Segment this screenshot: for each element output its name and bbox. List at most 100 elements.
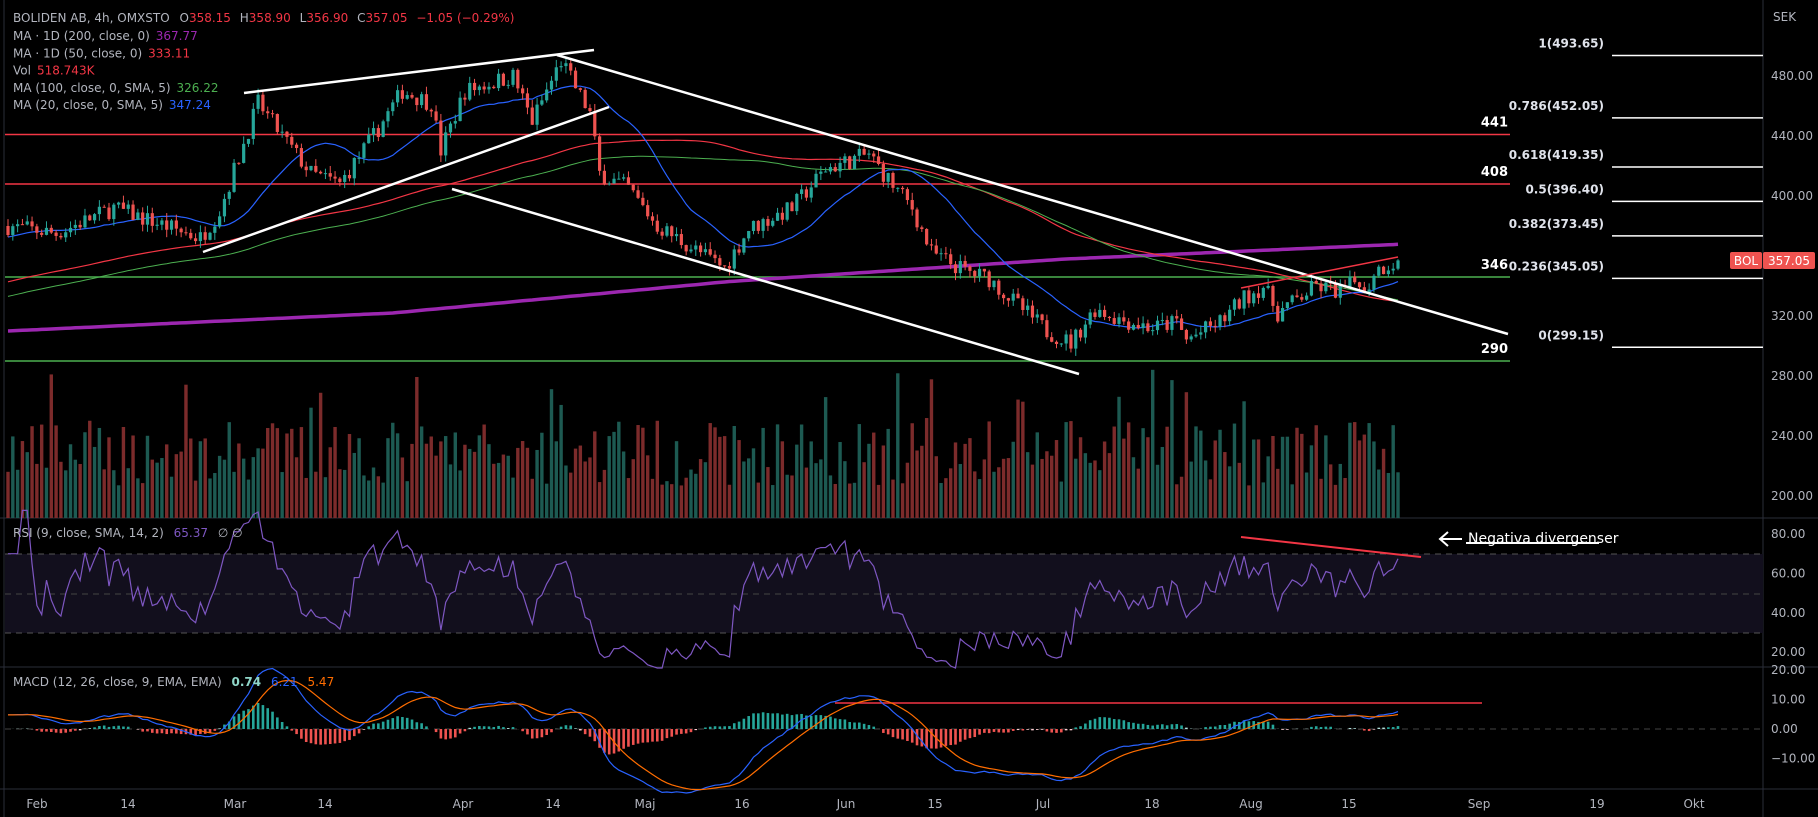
macd-histogram-bar: [1108, 717, 1111, 729]
volume-bar: [838, 442, 842, 518]
trendline-channel-top[interactable]: [556, 53, 1509, 336]
candle-body: [415, 97, 419, 106]
time-axis[interactable]: Feb 14 Mar 14 Apr 14 Maj 16 Jun 15 Jul 18 Aug 15 Sep 19…: [26, 797, 1704, 811]
macd-histogram-bar: [319, 729, 322, 745]
macd-legend[interactable]: MACD (12, 26, close, 9, EMA, EMA) 0.74 6…: [13, 675, 334, 689]
macd-histogram-bar: [684, 729, 688, 734]
candle-body: [766, 219, 770, 226]
macd-plot: [7, 667, 1400, 794]
candle-body: [468, 82, 472, 100]
macd-histogram-bar: [819, 715, 823, 729]
candle-body: [828, 167, 833, 172]
candle-body: [679, 234, 683, 246]
volume-bar: [766, 467, 770, 518]
volume-bar: [1338, 463, 1342, 518]
candle-body: [1295, 295, 1299, 298]
price-axis[interactable]: SEK 480.00 440.00 400.00 320.00 280.00 240.00…: [1771, 10, 1815, 766]
indicator-legend-row[interactable]: MA · 1D (50, close, 0) 333.11: [13, 46, 190, 60]
candle-body: [1314, 280, 1318, 284]
candle-body: [1112, 318, 1116, 324]
macd-histogram-bar: [675, 729, 678, 735]
candle-body: [319, 171, 323, 174]
rsi-legend[interactable]: RSI (9, close, SMA, 14, 2) 65.37 ∅ ∅: [13, 526, 243, 540]
macd-histogram-bar: [1387, 727, 1390, 729]
candle-body: [371, 128, 376, 135]
candle-body: [213, 226, 217, 233]
level-label: 290: [1481, 342, 1508, 357]
macd-histogram-bar: [963, 729, 967, 740]
candle-body: [867, 153, 871, 155]
volume-bar: [804, 467, 809, 518]
candle-body: [1107, 316, 1112, 319]
divergence-annotation[interactable]: Negativa divergenser: [1438, 531, 1619, 547]
volume-bar: [881, 445, 886, 518]
trendline-channel-bottom[interactable]: [451, 187, 1080, 376]
macd-histogram-bar: [1122, 720, 1126, 729]
macd-legend-label: MACD (12, 26, close, 9, EMA, EMA): [13, 675, 222, 689]
macd-histogram-bar: [1079, 726, 1082, 729]
macd-histogram-bar: [843, 719, 847, 729]
candle-body: [496, 73, 501, 89]
trendline-upper-wedge[interactable]: [243, 48, 595, 95]
indicator-legend-row[interactable]: MA (20, close, 0, SMA, 5) 347.24: [13, 98, 211, 112]
rsi-divergence-line[interactable]: [1240, 536, 1422, 558]
volume-bar: [1386, 472, 1391, 518]
candle-body: [424, 94, 429, 110]
macd-histogram-bar: [1117, 719, 1121, 729]
macd-histogram-bar: [598, 729, 601, 748]
volume-bar: [924, 418, 929, 518]
volume-bar: [1107, 453, 1112, 518]
candle-body: [141, 212, 145, 225]
macd-histogram-bar: [1204, 727, 1207, 729]
candle-body: [641, 197, 645, 206]
candle-body: [1348, 276, 1352, 287]
volume-bar: [1117, 396, 1121, 518]
candle-body: [117, 202, 121, 205]
candle-body: [1256, 293, 1261, 298]
macd-histogram-bar: [978, 729, 981, 735]
candle-body: [1059, 343, 1063, 345]
macd-histogram-bar: [824, 715, 827, 729]
volume-bar: [68, 444, 73, 518]
macd-histogram-bar: [295, 729, 298, 735]
candle-body: [963, 261, 967, 267]
candle-body: [944, 253, 948, 255]
macd-histogram-bar: [800, 713, 803, 729]
volume-bar: [59, 461, 63, 518]
macd-histogram-bar: [521, 729, 524, 732]
macd-histogram-bar: [1170, 724, 1174, 729]
indicator-legend-row[interactable]: MA · 1D (200, close, 0) 367.77: [13, 29, 198, 43]
macd-histogram-bar: [785, 713, 789, 729]
candle-body: [420, 94, 424, 106]
candle-body: [1011, 293, 1015, 301]
volume-bar: [588, 457, 592, 518]
fibonacci-retracement[interactable]: 1(493.65) 0.786(452.05) 0.618(419.35) 0.5(3…: [1509, 37, 1763, 349]
indicator-legend-row[interactable]: MA (100, close, 0, SMA, 5) 326.22: [13, 81, 219, 95]
volume-bar: [1054, 440, 1059, 518]
drawings[interactable]: [202, 48, 1509, 704]
volume-bar: [1098, 470, 1102, 518]
trendline-lower-wedge[interactable]: [202, 105, 610, 254]
candle-body: [448, 123, 453, 133]
time-tick-label: Maj: [634, 797, 655, 811]
volume-bar: [1280, 436, 1285, 518]
symbol-header[interactable]: BOLIDEN AB, 4h, OMXSTO O358.15 H358.90 L…: [13, 11, 515, 25]
indicator-legend-row[interactable]: Vol 518.743K: [13, 64, 96, 78]
horizontal-levels[interactable]: 441 408 346 290: [5, 116, 1510, 362]
main-legend[interactable]: BOLIDEN AB, 4h, OMXSTO O358.15 H358.90 L…: [13, 11, 515, 112]
candle-body: [472, 82, 477, 91]
candle-body: [545, 89, 549, 101]
trendline-price-resistance[interactable]: [1240, 256, 1399, 289]
candle-body: [1002, 294, 1006, 299]
volume-bar: [1290, 484, 1294, 518]
macd-histogram-bar: [694, 729, 698, 731]
volume-bar: [583, 461, 587, 518]
macd-histogram-bar: [627, 729, 630, 747]
macd-histogram-bar: [713, 726, 717, 729]
candle-body: [862, 148, 866, 155]
candle-body: [852, 155, 857, 170]
macd-tick-label: 10.00: [1771, 693, 1805, 707]
macd-histogram-bar: [1146, 724, 1150, 729]
volume-bar: [78, 464, 82, 518]
